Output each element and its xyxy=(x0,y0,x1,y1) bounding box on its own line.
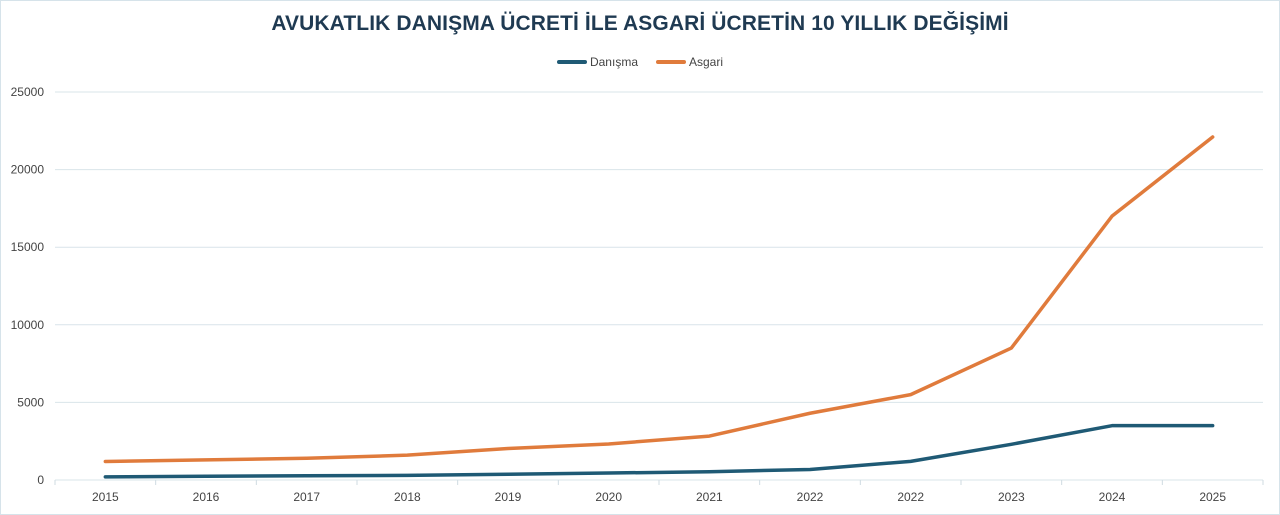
x-tick-label: 2024 xyxy=(1099,490,1126,504)
x-tick-label: 2023 xyxy=(998,490,1025,504)
y-tick-label: 5000 xyxy=(17,395,44,409)
x-tick-label: 2020 xyxy=(595,490,622,504)
y-tick-label: 15000 xyxy=(11,240,45,254)
x-tick-label: 2015 xyxy=(92,490,119,504)
chart-legend: Danışma Asgari xyxy=(0,55,1280,69)
y-tick-label: 20000 xyxy=(11,163,45,177)
y-tick-label: 25000 xyxy=(11,85,45,99)
series-line-danışma xyxy=(103,423,1215,479)
legend-item-danisma: Danışma xyxy=(556,55,638,69)
y-tick-label: 10000 xyxy=(11,318,45,332)
chart-title: AVUKATLIK DANIŞMA ÜCRETİ İLE ASGARİ ÜCRE… xyxy=(271,12,1009,35)
x-tick-label: 2017 xyxy=(293,490,320,504)
x-tick-label: 2018 xyxy=(394,490,421,504)
x-tick-label: 2022 xyxy=(797,490,824,504)
y-tick-label: 0 xyxy=(37,473,44,487)
legend-item-asgari: Asgari xyxy=(656,55,723,69)
legend-label-danisma: Danışma xyxy=(589,55,638,69)
series-line-asgari xyxy=(103,135,1215,464)
x-tick-label: 2016 xyxy=(193,490,220,504)
legend-swatch-danisma xyxy=(556,60,587,64)
x-tick-label: 2025 xyxy=(1199,490,1226,504)
legend-swatch-asgari xyxy=(656,60,686,64)
legend-label-asgari: Asgari xyxy=(689,55,724,69)
x-tick-label: 2021 xyxy=(696,490,723,504)
x-tick-label: 2022 xyxy=(897,490,924,504)
x-tick-label: 2019 xyxy=(495,490,522,504)
